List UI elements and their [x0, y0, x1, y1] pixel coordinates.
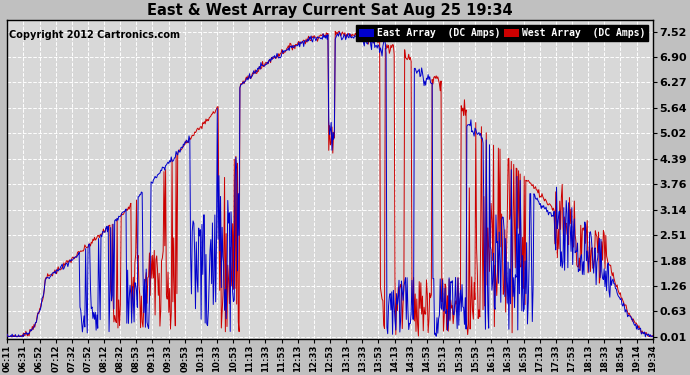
Legend: East Array  (DC Amps), West Array  (DC Amps): East Array (DC Amps), West Array (DC Amp…	[356, 25, 648, 41]
Text: Copyright 2012 Cartronics.com: Copyright 2012 Cartronics.com	[8, 30, 179, 40]
Title: East & West Array Current Sat Aug 25 19:34: East & West Array Current Sat Aug 25 19:…	[147, 3, 513, 18]
